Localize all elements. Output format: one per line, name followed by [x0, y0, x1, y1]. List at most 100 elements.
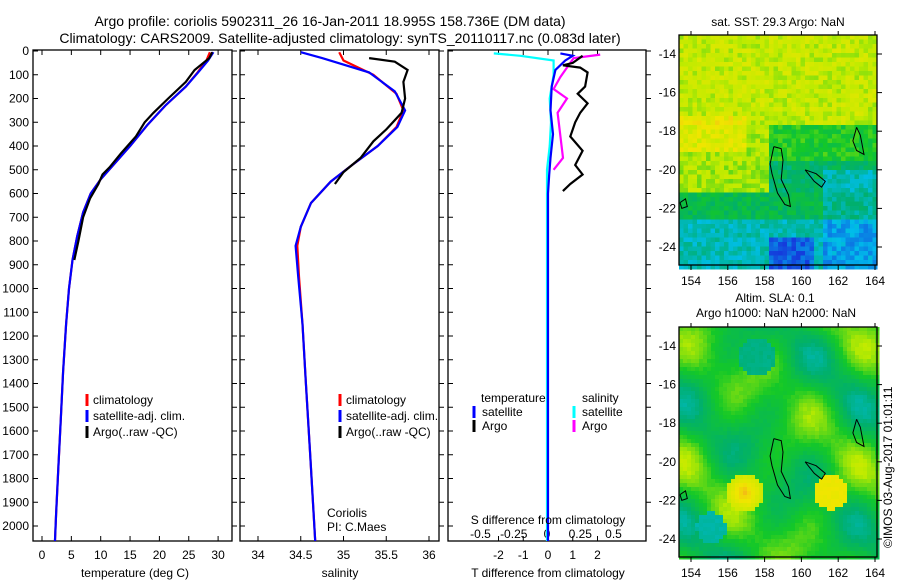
map-cell [763, 375, 768, 380]
map-cell [755, 107, 761, 112]
map-cell [769, 192, 774, 198]
map-cell [739, 423, 744, 428]
map-cell [868, 111, 873, 117]
map-cell [778, 111, 783, 117]
map-cell [703, 479, 708, 484]
map-cell [706, 228, 711, 234]
map-cell [811, 511, 816, 516]
map-cell [787, 391, 792, 396]
map-cell [868, 174, 873, 180]
map-cell [764, 71, 770, 76]
map-cell [799, 391, 804, 396]
map-cell [807, 439, 812, 444]
map-cell [823, 251, 828, 256]
map-cell [731, 379, 736, 384]
map-cell [855, 383, 860, 388]
map-cell [733, 152, 738, 157]
map-cell [699, 451, 704, 456]
map-cell [727, 419, 732, 424]
map-cell [751, 343, 756, 348]
map-cell [697, 57, 702, 63]
map-cell [747, 335, 752, 340]
map-cell [823, 48, 828, 54]
map-cell [855, 475, 860, 480]
map-cell [763, 327, 768, 332]
map-cell [755, 255, 761, 261]
map-cell [843, 419, 848, 424]
map-cell [715, 343, 720, 348]
map-cell [800, 134, 806, 139]
map-cell [795, 407, 800, 412]
map-cell [727, 431, 732, 436]
map-cell [679, 435, 684, 440]
map-cell [715, 98, 720, 103]
map-cell [764, 62, 770, 67]
map-cell [815, 511, 820, 516]
map-cell [811, 415, 816, 420]
map-cell [791, 215, 797, 220]
map-cell [760, 48, 765, 54]
map-cell [799, 383, 804, 388]
map-cell [687, 471, 692, 476]
map-cell [779, 391, 784, 396]
map-cell [851, 471, 856, 476]
map-cell [871, 339, 876, 344]
map-cell [791, 371, 796, 376]
map-cell [871, 451, 876, 456]
map-cell [832, 35, 837, 40]
map-cell [767, 459, 772, 464]
map-cell [760, 75, 765, 81]
map-cell [747, 475, 752, 480]
map-cell [692, 237, 698, 243]
map-cell [803, 479, 808, 484]
map-cell [843, 359, 848, 364]
map-cell [805, 210, 810, 216]
map-cell [855, 479, 860, 484]
map-cell [855, 375, 860, 380]
map-cell [783, 415, 788, 420]
map-cell [691, 507, 696, 512]
map-cell [767, 363, 772, 368]
map-cell [854, 188, 860, 193]
map-cell [872, 206, 878, 211]
map-cell [871, 379, 876, 384]
map-cell [773, 129, 779, 135]
map-cell [706, 152, 711, 157]
map-cell [695, 367, 700, 372]
map-cell [823, 237, 828, 243]
map-cell [724, 156, 729, 162]
map-cell [773, 120, 779, 126]
map-cell [755, 246, 761, 252]
map-cell [751, 107, 756, 112]
map-cell [715, 387, 720, 392]
map-cell [831, 379, 836, 384]
map-cell [706, 197, 711, 202]
map-cell [751, 447, 756, 452]
map-cell [839, 467, 844, 472]
map-cell [728, 156, 734, 162]
map-cell [841, 84, 846, 90]
map-cell [701, 210, 707, 216]
map-cell [728, 183, 734, 189]
map-cell [701, 192, 707, 198]
map-cell [697, 107, 702, 112]
map-cell [692, 147, 698, 153]
map-cell [703, 367, 708, 372]
map-cell [859, 197, 864, 202]
map-cell [850, 111, 855, 117]
map-cell [699, 339, 704, 344]
map-cell [692, 129, 698, 135]
map-cell [695, 439, 700, 444]
map-cell [835, 327, 840, 332]
map-cell [727, 343, 732, 348]
map-cell [818, 188, 824, 193]
map-cell [859, 66, 864, 72]
y-tick-label: 1100 [3, 305, 29, 319]
map-cell [743, 363, 748, 368]
map-cell [831, 503, 836, 508]
map-cell [811, 391, 816, 396]
map-cell [703, 467, 708, 472]
map-cell [737, 264, 743, 270]
map-cell [683, 403, 688, 408]
map-cell [746, 102, 752, 108]
